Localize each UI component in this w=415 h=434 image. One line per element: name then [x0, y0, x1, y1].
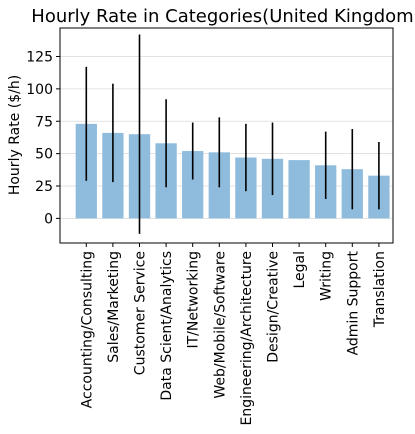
y-tick-label: 75 [35, 114, 53, 130]
y-tick-label: 25 [35, 179, 53, 195]
bar [288, 160, 310, 219]
y-tick-label: 125 [26, 49, 53, 65]
chart-title: Hourly Rate in Categories(United Kingdom… [31, 6, 415, 27]
x-tick-label: Legal [292, 251, 308, 289]
x-tick-label: Design/Creative [266, 251, 282, 363]
bars [75, 123, 390, 219]
error-bars [85, 34, 380, 234]
x-tick-label: Web/Mobile/Software [212, 251, 228, 399]
x-tick-label: Writing [319, 251, 335, 301]
x-tick-label: Data Scient/Analytics [159, 251, 175, 401]
x-tick-label: Customer Service [133, 251, 149, 375]
y-tick-label: 0 [44, 211, 53, 227]
y-tick-label: 50 [35, 147, 53, 163]
x-tick-label: Sales/Marketing [106, 251, 122, 363]
y-axis-label: Hourly Rate ($/h) [7, 75, 23, 195]
x-tick-label: Admin Support [345, 250, 361, 355]
x-axis-ticks: Accounting/Consulting Sales/Marketing Cust… [79, 243, 388, 425]
y-tick-label: 100 [26, 82, 53, 98]
x-tick-label: Accounting/Consulting [79, 251, 95, 408]
x-tick-label: Engineering/Architecture [239, 251, 255, 425]
y-axis-ticks: 0 25 50 75 100 125 [26, 49, 60, 227]
x-tick-label: IT/Networking [186, 251, 202, 349]
bar [182, 151, 204, 219]
x-tick-label: Translation [372, 251, 388, 328]
plot-frame [59, 27, 394, 244]
